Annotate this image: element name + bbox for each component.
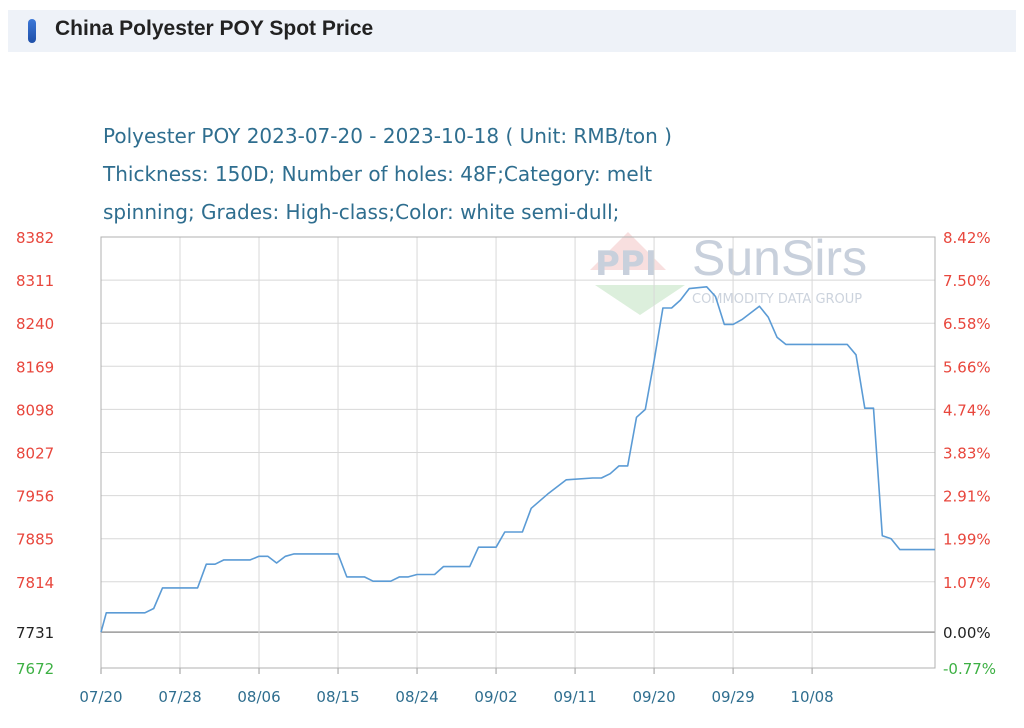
y-tick-label-left: 8098 bbox=[16, 401, 54, 419]
y-tick-label-right: 0.00% bbox=[943, 624, 991, 642]
x-tick-label: 09/29 bbox=[711, 688, 754, 706]
y-tick-label-right: 5.66% bbox=[943, 358, 991, 376]
y-tick-label-right: 2.91% bbox=[943, 488, 991, 506]
y-tick-label-right: 1.07% bbox=[943, 574, 991, 592]
y-tick-label-right: 7.50% bbox=[943, 272, 991, 290]
y-tick-label-left: 8240 bbox=[16, 315, 54, 333]
y-tick-label-left: 7814 bbox=[16, 574, 54, 592]
y-tick-label-left: 7885 bbox=[16, 531, 54, 549]
watermark-ppi: PPI bbox=[595, 244, 658, 284]
y-tick-label-right: 8.42% bbox=[943, 229, 991, 247]
watermark-roof bbox=[590, 232, 666, 270]
chart-title-line-2: Thickness: 150D; Number of holes: 48F;Ca… bbox=[103, 162, 653, 186]
x-tick-label: 07/28 bbox=[158, 688, 201, 706]
y-tick-label-right: 1.99% bbox=[943, 531, 991, 549]
y-tick-label-left: 8311 bbox=[16, 272, 54, 290]
page-title: China Polyester POY Spot Price bbox=[55, 17, 374, 40]
watermark-brand: SunSirs bbox=[692, 230, 867, 286]
y-tick-label-right: 4.74% bbox=[943, 401, 991, 419]
chart-title-line-1: Polyester POY 2023-07-20 - 2023-10-18 ( … bbox=[103, 124, 672, 148]
watermark-tagline: COMMODITY DATA GROUP bbox=[692, 292, 862, 307]
x-tick-label: 08/15 bbox=[316, 688, 359, 706]
y-tick-label-right: 3.83% bbox=[943, 445, 991, 463]
x-tick-label: 09/11 bbox=[553, 688, 596, 706]
chart-title-line-3: spinning; Grades: High-class;Color: whit… bbox=[103, 200, 620, 224]
y-tick-label-left: 7672 bbox=[16, 660, 54, 678]
y-tick-label-right: 6.58% bbox=[943, 315, 991, 333]
y-tick-label-right: -0.77% bbox=[943, 660, 996, 678]
y-tick-label-left: 7956 bbox=[16, 488, 54, 506]
plot-area-border bbox=[100, 236, 936, 669]
y-tick-label-left: 8169 bbox=[16, 358, 54, 376]
x-tick-label: 07/20 bbox=[79, 688, 122, 706]
y-tick-label-left: 7731 bbox=[16, 624, 54, 642]
y-tick-label-left: 8027 bbox=[16, 445, 54, 463]
header-accent-bar bbox=[28, 19, 36, 43]
x-tick-label: 10/08 bbox=[790, 688, 833, 706]
x-tick-label: 08/24 bbox=[395, 688, 438, 706]
watermark-base bbox=[595, 285, 685, 315]
x-tick-label: 08/06 bbox=[237, 688, 280, 706]
x-tick-label: 09/20 bbox=[632, 688, 675, 706]
series-line-price bbox=[100, 286, 935, 633]
x-tick-label: 09/02 bbox=[474, 688, 517, 706]
header-bar bbox=[8, 10, 1016, 52]
y-tick-label-left: 8382 bbox=[16, 229, 54, 247]
